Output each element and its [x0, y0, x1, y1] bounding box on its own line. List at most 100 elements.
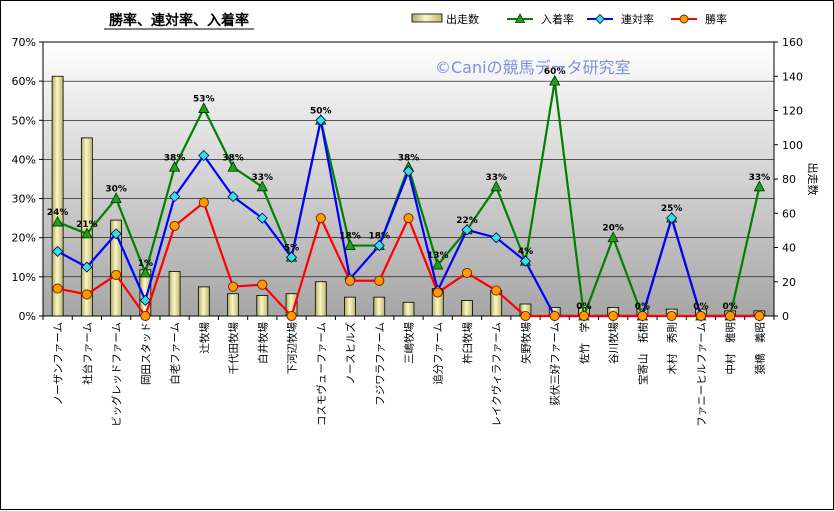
- category-label: 千代田牧場: [227, 322, 240, 375]
- marker-circle: [286, 310, 297, 322]
- data-label: 0%: [635, 302, 650, 312]
- data-label: 33%: [749, 173, 771, 183]
- marker-circle: [228, 281, 239, 292]
- bar: [197, 286, 210, 317]
- marker-circle: [403, 213, 414, 224]
- bar: [314, 281, 327, 317]
- left-axis-tick-label: 70%: [12, 36, 36, 49]
- data-label: 5%: [284, 243, 299, 253]
- right-axis-tick-label: 60: [782, 207, 796, 220]
- marker-circle: [52, 283, 63, 294]
- legend-label: 勝率: [705, 12, 727, 26]
- bar: [373, 296, 386, 317]
- marker-triangle: [198, 102, 210, 113]
- marker-circle: [344, 275, 356, 286]
- marker-diamond: [256, 212, 268, 224]
- marker-triangle: [753, 180, 766, 192]
- marker-diamond: [139, 294, 151, 306]
- category-label: 辻牧場: [198, 322, 211, 354]
- marker-diamond: [373, 239, 385, 252]
- marker-circle: [461, 267, 473, 278]
- legend-label: 入着率: [541, 12, 574, 26]
- left-axis-tick-label: 20%: [12, 232, 36, 245]
- marker-triangle: [549, 74, 561, 86]
- category-label: 追分ファーム: [432, 322, 445, 385]
- right-axis-tick-label: 40: [782, 242, 796, 255]
- chart-title: 勝率、連対率、入着率: [109, 12, 249, 29]
- category-label: 社台ファーム: [81, 322, 94, 385]
- marker-triangle: [81, 227, 93, 239]
- left-axis-tick-label: 10%: [12, 271, 36, 284]
- marker-diamond: [52, 245, 64, 257]
- data-label: 0%: [722, 302, 737, 312]
- left-axis-tick-label: 0%: [19, 310, 36, 323]
- bar: [461, 300, 473, 317]
- marker-circle: [111, 269, 122, 280]
- right-axis-ticks: 0 20 40 60 80 100 120 140 160: [774, 36, 803, 323]
- watermark: ©Caniの競馬データ研究室: [435, 58, 631, 77]
- data-label: 53%: [193, 95, 215, 105]
- marker-triangle: [110, 192, 122, 203]
- marker-diamond: [110, 228, 122, 240]
- marker-circle: [169, 220, 180, 232]
- marker-circle: [257, 279, 268, 290]
- data-label: 22%: [456, 216, 478, 226]
- marker-circle: [666, 310, 677, 322]
- left-axis-tick-label: 50%: [12, 114, 36, 127]
- right-axis-title: 出走数: [806, 163, 820, 196]
- left-axis-tick-label: 60%: [12, 75, 36, 88]
- category-label: 猿橋 義昭: [753, 322, 766, 375]
- data-label: 38%: [164, 153, 186, 163]
- bar: [168, 271, 181, 317]
- bar: [110, 219, 122, 317]
- data-label: 1%: [138, 259, 153, 269]
- marker-circle: [374, 275, 385, 286]
- data-label: 30%: [105, 185, 127, 195]
- data-labels: 24% 21% 30% 1% 38% 53% 38% 33% 5% 50% 18% 18% 38% 13%…: [47, 67, 770, 312]
- right-axis-tick-label: 20: [782, 276, 796, 289]
- category-label: 岡田スタッド: [140, 322, 152, 385]
- category-label: 宝寄山 拓樹: [636, 322, 649, 385]
- right-axis-tick-label: 100: [782, 139, 803, 152]
- marker-circle: [637, 310, 648, 322]
- marker-triangle: [256, 180, 268, 192]
- data-label: 20%: [602, 224, 624, 234]
- right-axis-tick-label: 140: [782, 70, 803, 83]
- data-label: 50%: [310, 106, 332, 116]
- legend-label: 出走数: [446, 12, 479, 26]
- data-label: 60%: [544, 67, 566, 77]
- marker-triangle: [227, 160, 239, 172]
- marker-triangle: [607, 231, 619, 243]
- marker-circle: [549, 310, 560, 322]
- category-label: 矢野牧場: [519, 322, 532, 364]
- category-label: 下河辺牧場: [286, 322, 299, 375]
- legend-marker-triangle: [514, 13, 526, 23]
- marker-circle: [725, 310, 736, 322]
- left-axis-tick-label: 40%: [12, 153, 36, 166]
- marker-diamond: [198, 149, 210, 162]
- data-label: 18%: [368, 232, 390, 242]
- data-label: 33%: [485, 173, 507, 183]
- legend-swatch-bar: [411, 13, 443, 23]
- right-axis-tick-label: 160: [782, 36, 803, 49]
- category-label: コスモヴューファーム: [315, 322, 328, 426]
- marker-circle: [754, 310, 765, 322]
- marker-circle: [315, 213, 326, 224]
- marker-circle: [432, 287, 443, 298]
- data-label: 38%: [222, 153, 244, 163]
- marker-circle: [695, 310, 706, 322]
- marker-triangle: [51, 215, 64, 227]
- bar: [344, 296, 356, 317]
- marker-diamond: [461, 224, 473, 236]
- series-markers: [51, 74, 766, 322]
- category-label: 杵臼牧場: [461, 322, 474, 364]
- marker-circle: [140, 310, 151, 322]
- category-label: フジワラファーム: [374, 322, 386, 406]
- bar: [256, 295, 269, 317]
- data-label: 4%: [518, 247, 533, 257]
- marker-triangle: [432, 258, 444, 270]
- right-axis-tick-label: 80: [782, 173, 796, 186]
- category-label: 三嶋牧場: [403, 322, 416, 364]
